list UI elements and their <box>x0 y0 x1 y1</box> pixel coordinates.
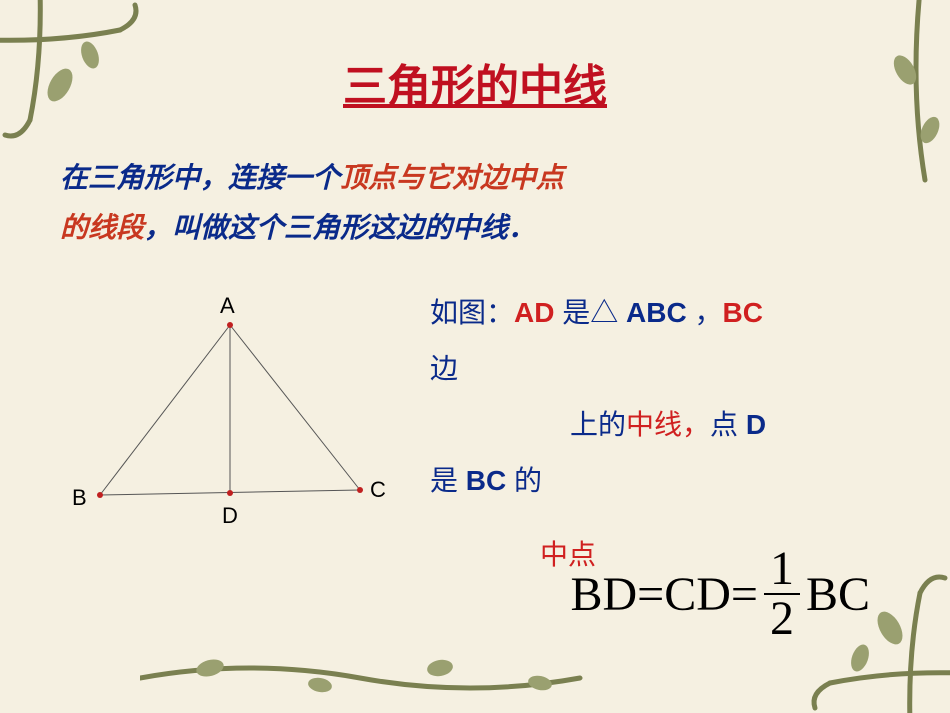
exp-1f: BC <box>722 297 762 328</box>
explanation: 如图：AD 是△ ABC ，BC 边 上的中线，点 D 是 BC 的 <box>430 285 890 545</box>
slide: 三角形的中线 在三角形中，连接一个顶点与它对边中点 的线段，叫做这个三角形这边的… <box>0 0 950 713</box>
exp-1c: 是△ <box>554 297 626 328</box>
label-d: D <box>222 503 238 529</box>
exp-4b: BC <box>466 465 506 496</box>
def-highlight2: 的线段 <box>60 213 144 244</box>
formula-lhs: BD=CD= <box>570 567 758 622</box>
exp-1d: ABC <box>626 297 687 328</box>
content-row: A B C D 如图：AD 是△ ABC ，BC 边 上的中线，点 D 是 BC… <box>60 285 890 545</box>
exp-2a: 边 <box>430 353 458 384</box>
def-part2: ，叫做这个三角形这边的中线． <box>144 213 536 244</box>
exp-1a: 如图： <box>430 297 514 328</box>
exp-3c: 点 <box>710 409 746 440</box>
exp-4c: 的 <box>506 465 542 496</box>
exp-3d: D <box>746 409 766 440</box>
label-a: A <box>220 293 235 319</box>
def-part1: 在三角形中，连接一个 <box>60 163 340 194</box>
formula: BD=CD= 1 2 BC <box>570 545 870 643</box>
formula-den: 2 <box>764 595 800 643</box>
formula-rhs: BC <box>806 567 870 622</box>
def-highlight1: 顶点与它对边中点 <box>340 163 564 194</box>
formula-num: 1 <box>764 545 800 595</box>
exp-3b: 中线， <box>626 409 710 440</box>
label-b: B <box>72 485 87 511</box>
formula-fraction: 1 2 <box>764 545 800 643</box>
definition-text: 在三角形中，连接一个顶点与它对边中点 的线段，叫做这个三角形这边的中线． <box>60 154 890 255</box>
exp-4a: 是 <box>430 465 466 496</box>
label-c: C <box>370 477 386 503</box>
exp-1e: ， <box>687 297 723 328</box>
exp-1b: AD <box>514 297 554 328</box>
slide-title: 三角形的中线 <box>60 50 890 114</box>
midpoint-label: 中点 <box>380 533 596 573</box>
triangle-diagram: A B C D <box>60 285 400 545</box>
exp-3a: 上的 <box>570 409 626 440</box>
